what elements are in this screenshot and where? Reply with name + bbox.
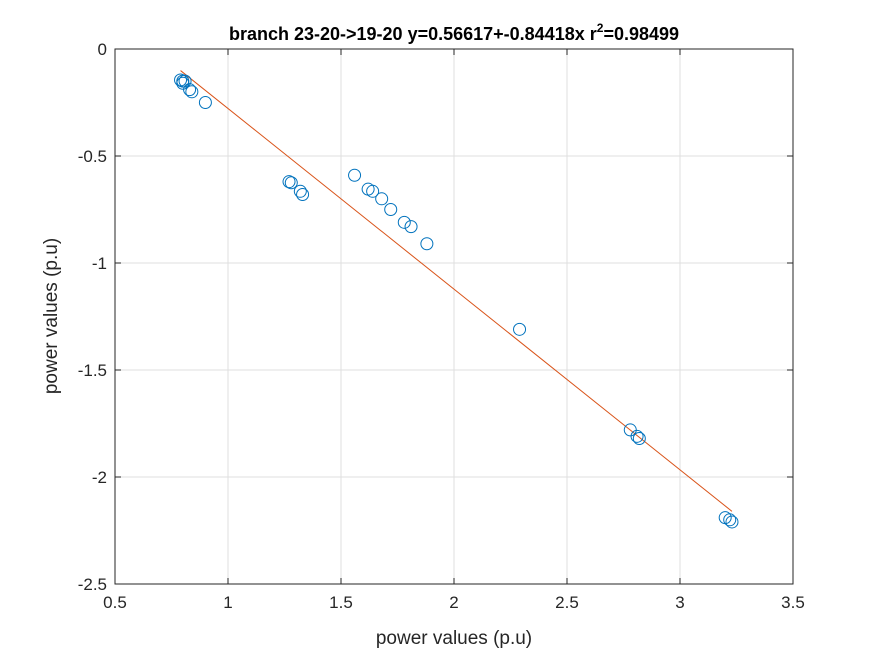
scatter-point xyxy=(348,168,362,182)
scatter-point xyxy=(198,96,212,109)
y-tick-label: -2 xyxy=(92,468,107,487)
x-tick-label: 1 xyxy=(223,593,232,612)
scatter-point xyxy=(296,188,310,202)
y-tick-label: -2.5 xyxy=(78,575,107,594)
scatter-point xyxy=(178,74,192,88)
scatter-points xyxy=(174,73,739,529)
x-tick-labels: 0.5 1 1.5 2 2.5 3 3.5 xyxy=(103,593,805,612)
chart-title-main: branch 23-20->19-20 y=0.56617+-0.84418x … xyxy=(229,24,597,44)
x-tick-label: 2 xyxy=(449,593,458,612)
scatter-point xyxy=(174,73,188,87)
scatter-point xyxy=(375,192,389,206)
y-tick-label: -0.5 xyxy=(78,147,107,166)
scatter-point xyxy=(630,429,644,443)
scatter-point xyxy=(293,184,307,198)
scatter-point xyxy=(384,203,398,216)
y-axis-label: power values (p.u) xyxy=(41,238,62,394)
scatter-point xyxy=(366,184,380,198)
y-tick-labels: 0 -0.5 -1 -1.5 -2 -2.5 xyxy=(78,40,107,594)
scatter-point xyxy=(284,176,298,190)
y-tick-label: -1.5 xyxy=(78,361,107,380)
x-tick-label: 1.5 xyxy=(329,593,353,612)
scatter-point xyxy=(725,515,739,529)
scatter-point xyxy=(397,215,411,229)
x-tick-label: 0.5 xyxy=(103,593,127,612)
chart-title-tail: =0.98499 xyxy=(603,24,679,44)
chart-title: branch 23-20->19-20 y=0.56617+-0.84418x … xyxy=(229,21,679,44)
y-tick-label: -1 xyxy=(92,254,107,273)
y-tick-label: 0 xyxy=(98,40,107,59)
scatter-point xyxy=(282,175,296,189)
x-axis-label: power values (p.u) xyxy=(376,628,532,649)
scatter-point xyxy=(185,85,199,99)
scatter-point xyxy=(404,220,418,234)
x-tick-label: 2.5 xyxy=(555,593,579,612)
fit-line-layer xyxy=(180,70,733,512)
x-tick-label: 3.5 xyxy=(781,593,805,612)
grid xyxy=(115,49,793,584)
x-tick-label: 3 xyxy=(675,593,684,612)
scatter-point xyxy=(723,513,737,527)
scatter-point xyxy=(632,431,646,445)
scatter-point xyxy=(183,83,197,97)
scatter-point xyxy=(513,322,527,336)
fit-line xyxy=(180,70,733,512)
scatter-point xyxy=(420,237,434,251)
ticks xyxy=(114,48,794,585)
chart-title-superscript: 2 xyxy=(597,21,604,35)
